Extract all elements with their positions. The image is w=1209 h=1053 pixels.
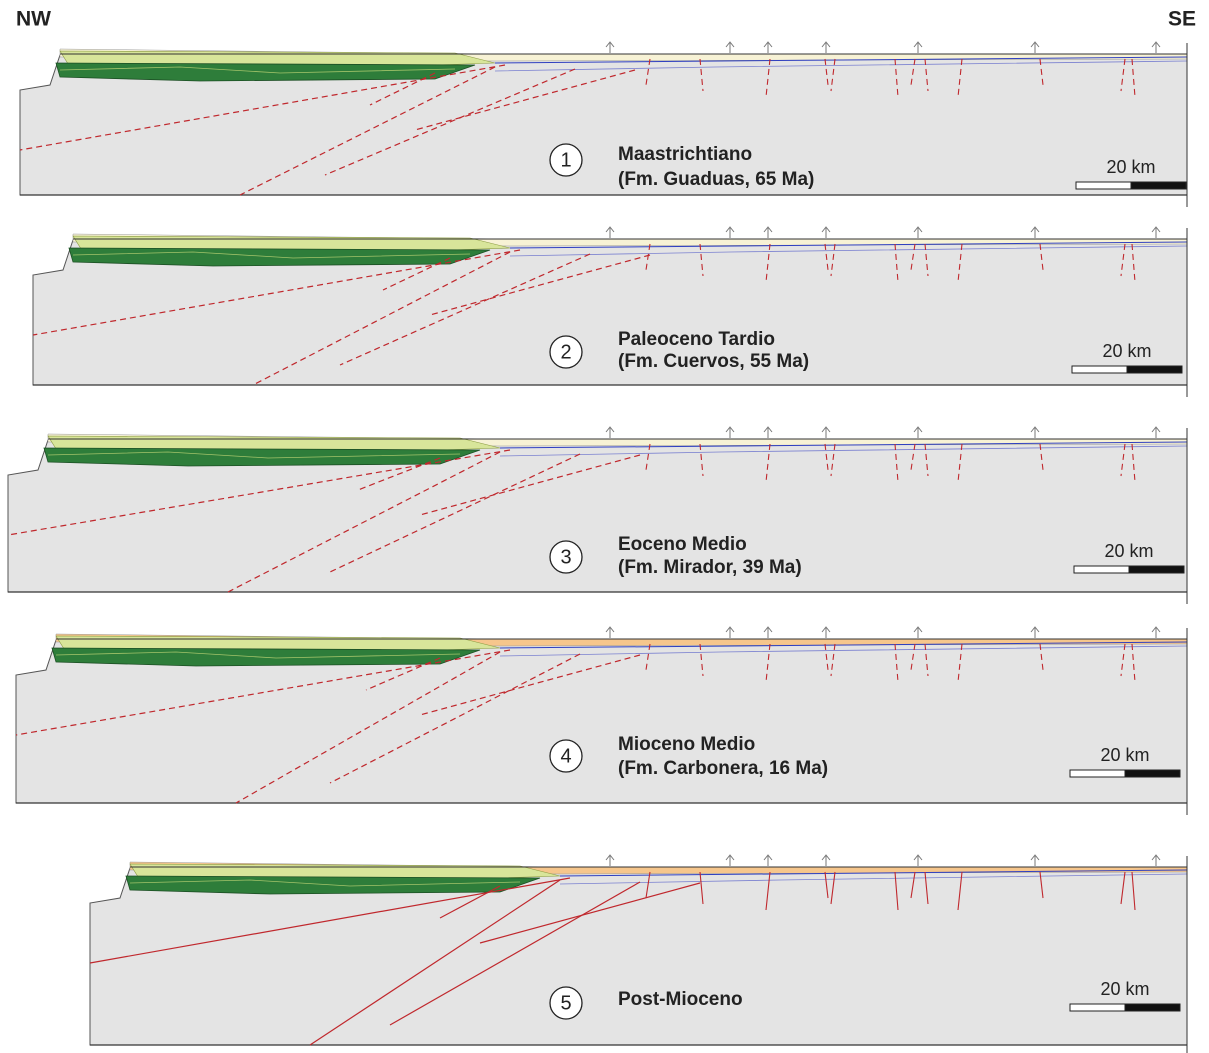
well-marker	[606, 42, 614, 53]
well-marker	[914, 427, 922, 438]
well-marker	[1031, 427, 1039, 438]
well-marker	[764, 427, 772, 438]
well-marker	[822, 427, 830, 438]
well-marker	[606, 227, 614, 238]
well-marker	[606, 427, 614, 438]
well-marker	[822, 42, 830, 53]
scale-label: 20 km	[1104, 541, 1153, 561]
basement	[90, 868, 1187, 1045]
well-marker	[764, 227, 772, 238]
green-strata	[44, 448, 480, 466]
well-marker	[1152, 855, 1160, 866]
well-marker	[1031, 855, 1039, 866]
scale-bar-dark	[1125, 770, 1180, 777]
scale-bar-light	[1076, 182, 1131, 189]
nw-label: NW	[16, 8, 51, 31]
stage-title: Eoceno Medio	[618, 534, 747, 555]
well-marker	[914, 227, 922, 238]
well-marker	[1152, 227, 1160, 238]
scale-bar-dark	[1127, 366, 1182, 373]
well-marker	[1031, 627, 1039, 638]
scale-bar-light	[1070, 1004, 1125, 1011]
scale-label: 20 km	[1100, 745, 1149, 765]
stage-number: 3	[560, 546, 571, 568]
well-marker	[764, 42, 772, 53]
scale-label: 20 km	[1100, 979, 1149, 999]
well-marker	[822, 855, 830, 866]
well-marker	[822, 227, 830, 238]
scale-bar-light	[1074, 566, 1129, 573]
stage-number: 4	[560, 745, 571, 767]
well-marker	[1031, 227, 1039, 238]
well-marker	[1152, 42, 1160, 53]
stage-number: 5	[560, 992, 571, 1014]
well-marker	[914, 42, 922, 53]
well-marker	[726, 627, 734, 638]
stage-subtitle: (Fm. Mirador, 39 Ma)	[618, 557, 802, 578]
scale-label: 20 km	[1106, 157, 1155, 177]
well-marker	[914, 627, 922, 638]
well-marker	[726, 227, 734, 238]
well-marker	[606, 855, 614, 866]
well-marker	[822, 627, 830, 638]
stage-subtitle: (Fm. Carbonera, 16 Ma)	[618, 758, 828, 779]
stage-number: 1	[560, 149, 571, 171]
well-marker	[1152, 627, 1160, 638]
scale-bar-light	[1070, 770, 1125, 777]
well-marker	[726, 42, 734, 53]
scale-bar-dark	[1131, 182, 1186, 189]
cross-section-figure: NW SE 1 Maastrichtiano (Fm. Guaduas, 65 Ma…	[0, 0, 1209, 1053]
well-marker	[914, 855, 922, 866]
well-marker	[726, 855, 734, 866]
stage-subtitle: (Fm. Guaduas, 65 Ma)	[618, 169, 814, 190]
scale-bar-dark	[1129, 566, 1184, 573]
well-marker	[1031, 42, 1039, 53]
well-marker	[764, 627, 772, 638]
stage-title: Mioceno Medio	[618, 734, 755, 755]
stage-title: Maastrichtiano	[618, 144, 752, 165]
stage-number: 2	[560, 341, 571, 363]
stage-title: Paleoceno Tardio	[618, 329, 775, 350]
scale-bar-dark	[1125, 1004, 1180, 1011]
well-marker	[764, 855, 772, 866]
stage-title: Post-Mioceno	[618, 989, 743, 1010]
scale-label: 20 km	[1102, 341, 1151, 361]
se-label: SE	[1168, 8, 1196, 31]
stage-subtitle: (Fm. Cuervos, 55 Ma)	[618, 351, 809, 372]
well-marker	[726, 427, 734, 438]
well-marker	[1152, 427, 1160, 438]
well-marker	[606, 627, 614, 638]
scale-bar-light	[1072, 366, 1127, 373]
